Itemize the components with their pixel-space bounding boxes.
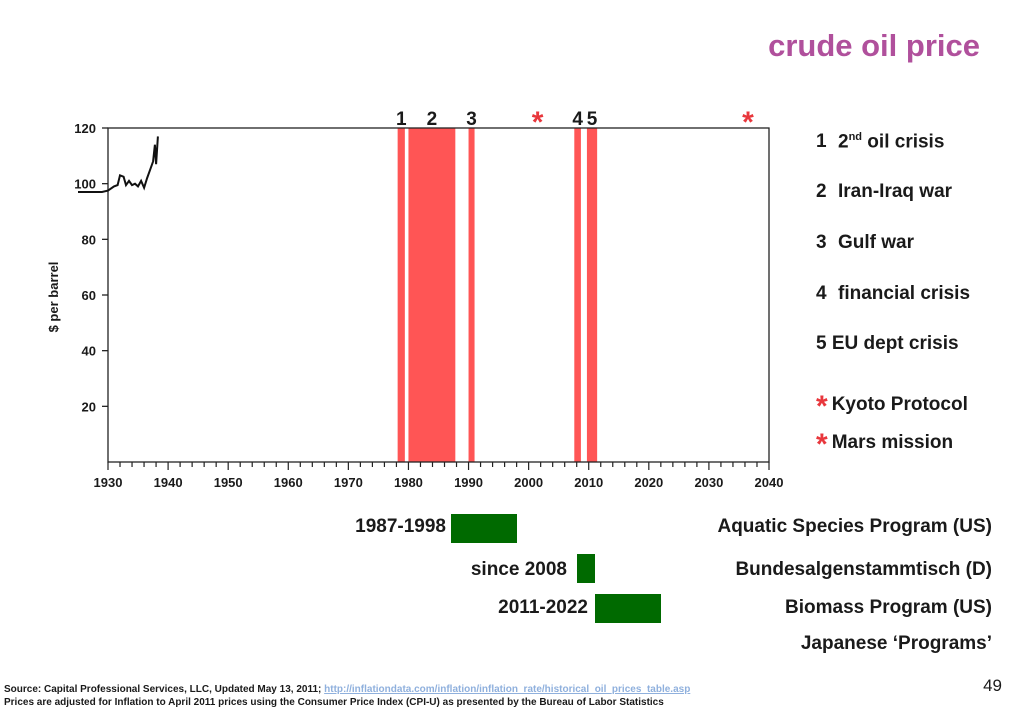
y-tick-label: 40: [82, 344, 96, 359]
event-band-label: 3: [466, 109, 477, 130]
x-tick-label: 2040: [755, 475, 784, 490]
event-band: [586, 128, 598, 462]
x-tick-label: 1940: [154, 475, 183, 490]
source-line: Source: Capital Professional Services, L…: [4, 684, 691, 695]
x-tick-label: 2010: [574, 475, 603, 490]
legend-item-2: 2 Iran-Iraq war: [816, 181, 953, 202]
y-tick-label: 20: [82, 399, 96, 414]
legend-item-3: 3 Gulf war: [816, 232, 915, 253]
program-name: Japanese ‘Programs’: [800, 633, 992, 654]
source-link[interactable]: http://inflationdata.com/inflation/infla…: [324, 684, 691, 695]
event-band: [408, 128, 456, 462]
event-band: [397, 128, 405, 462]
x-tick-label: 2000: [514, 475, 543, 490]
program-bar: [576, 554, 595, 583]
program-name: Bundesalgenstammtisch (D): [735, 559, 992, 580]
legend-item-4: 4 financial crisis: [816, 283, 971, 304]
event-marker: *: [742, 106, 754, 139]
program-period: 2011-2022: [498, 597, 588, 618]
y-tick-label: 80: [82, 232, 96, 247]
x-tick-label: 1950: [214, 475, 243, 490]
legend-item-1: 1 2nd oil crisis: [816, 131, 945, 153]
event-band-label: 1: [396, 109, 407, 130]
x-tick-label: 1990: [454, 475, 483, 490]
x-tick-label: 2020: [634, 475, 663, 490]
program-bar: [594, 594, 661, 623]
event-band-label: 2: [427, 109, 438, 130]
slide-title: crude oil price: [768, 28, 980, 63]
event-band: [574, 128, 581, 462]
legend-item-5: 5 EU dept crisis: [816, 333, 959, 354]
star-icon: *: [816, 390, 828, 423]
source-note: Prices are adjusted for Inflation to Apr…: [4, 697, 664, 708]
y-tick-label: 120: [74, 121, 96, 136]
series-line: [78, 136, 159, 193]
x-tick-label: 2030: [694, 475, 723, 490]
x-tick-label: 1930: [94, 475, 123, 490]
star-icon: *: [816, 428, 828, 461]
x-tick-label: 1980: [394, 475, 423, 490]
x-tick-label: 1970: [334, 475, 363, 490]
event-band: [468, 128, 475, 462]
program-period: 1987-1998: [355, 516, 446, 537]
event-band-label: 4: [572, 109, 583, 130]
program-period: since 2008: [470, 559, 567, 580]
page-number: 49: [983, 676, 1002, 695]
x-tick-label: 1960: [274, 475, 303, 490]
y-tick-label: 60: [82, 288, 96, 303]
event-band-label: 5: [587, 109, 598, 130]
program-name: Aquatic Species Program (US): [717, 516, 992, 537]
legend-item-mars: * Mars mission: [816, 428, 954, 461]
event-marker: *: [532, 106, 544, 139]
program-name: Biomass Program (US): [785, 597, 992, 618]
legend-item-kyoto: * Kyoto Protocol: [816, 390, 968, 423]
program-bar: [450, 514, 517, 543]
y-axis-label: $ per barrel: [46, 262, 61, 333]
y-tick-label: 100: [74, 177, 96, 192]
